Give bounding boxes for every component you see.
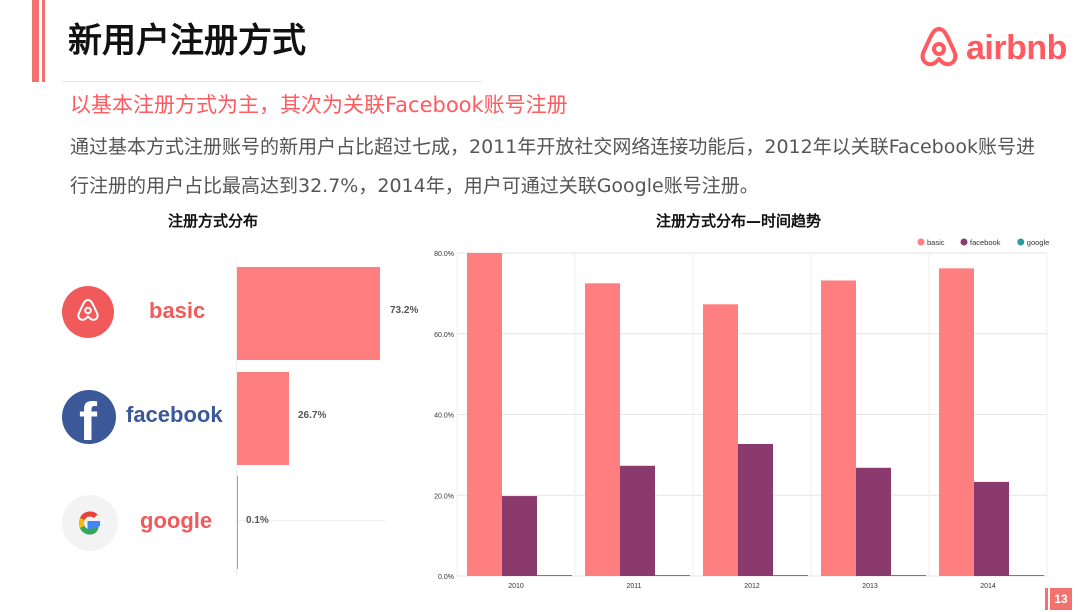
chart-grid-line: [236, 520, 386, 521]
bar-facebook-2013: [856, 467, 891, 576]
x-tick-label: 2010: [508, 583, 524, 590]
bar-label-basic: 73.2%: [390, 305, 419, 316]
legend-marker-facebook: [960, 238, 968, 246]
bar-facebook-2012: [738, 443, 773, 576]
chart-title-trend: 注册方式分布—时间趋势: [656, 212, 822, 230]
airbnb-logo: airbnb: [918, 22, 1067, 74]
legend-label-google: google: [1027, 238, 1050, 247]
x-tick-label: 2013: [862, 583, 878, 590]
bar-basic-2014: [939, 268, 974, 576]
bar-label-facebook: 26.7%: [298, 410, 327, 421]
bar-facebook: [237, 372, 290, 465]
y-tick-label: 40.0%: [434, 413, 454, 420]
bar-google-2012: [773, 575, 808, 576]
x-tick-label: 2014: [980, 583, 996, 590]
chart-title-distribution: 注册方式分布: [168, 212, 259, 230]
legend-marker-basic: [917, 238, 925, 246]
bar-label-google: 0.1%: [246, 515, 269, 526]
y-tick-label: 0.0%: [438, 574, 454, 581]
logo-wordmark: airbnb: [966, 28, 1067, 67]
page-number-bar: [1045, 588, 1048, 610]
page-number: 13: [1050, 588, 1072, 610]
airbnb-circle-icon: [62, 286, 114, 338]
label-facebook: facebook: [126, 402, 223, 427]
x-tick-label: 2012: [744, 583, 760, 590]
subtitle: 以基本注册方式为主，其次为关联Facebook账号注册: [70, 93, 568, 117]
title-divider: [62, 81, 482, 82]
distribution-chart: basic f facebook google 73.2% 26.7% 0.1%: [0, 0, 420, 612]
trend-chart: 0.0% 20.0% 40.0% 60.0% 80.0% 2010 2011 2012 2013…: [434, 238, 1050, 590]
bar-google: [237, 476, 238, 569]
legend-label-basic: basic: [927, 238, 945, 247]
y-tick-label: 20.0%: [434, 493, 454, 500]
label-google: google: [140, 508, 213, 533]
chart-axis-line: [236, 262, 237, 578]
x-tick-label: 2011: [626, 583, 641, 590]
accent-bar: [32, 0, 39, 82]
y-tick-label: 80.0%: [434, 251, 454, 258]
bar-basic: [237, 267, 380, 360]
facebook-icon: f: [62, 390, 116, 444]
bar-google-2013: [891, 575, 926, 576]
bar-basic-2012: [703, 304, 738, 576]
bar-basic-2010: [467, 253, 502, 576]
label-basic: basic: [149, 298, 206, 323]
bar-basic-2011: [585, 283, 620, 576]
bar-google-2010: [537, 575, 572, 576]
body-paragraph: 通过基本方式注册账号的新用户占比超过七成，2011年开放社交网络连接功能后，20…: [70, 136, 1035, 197]
google-icon: [62, 495, 118, 551]
bar-basic-2013: [821, 280, 856, 576]
bar-facebook-2014: [974, 481, 1009, 576]
legend-label-facebook: facebook: [970, 238, 1001, 247]
bar-google-2014: [1009, 575, 1044, 576]
legend-marker-google: [1017, 238, 1025, 246]
page-title: 新用户注册方式: [68, 21, 306, 61]
airbnb-belo-icon: [920, 27, 958, 67]
bar-facebook-2010: [502, 496, 537, 576]
bar-facebook-2011: [620, 465, 655, 576]
bar-google-2011: [655, 575, 690, 576]
y-tick-label: 60.0%: [434, 332, 454, 339]
accent-bar-thin: [42, 0, 45, 82]
